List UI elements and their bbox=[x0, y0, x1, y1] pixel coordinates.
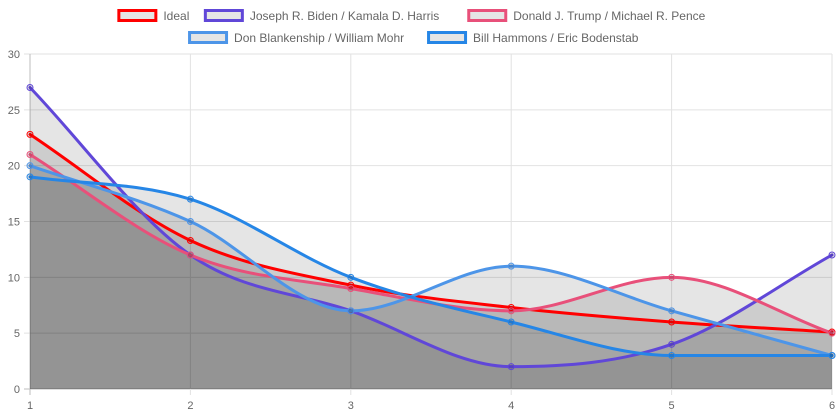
series-line bbox=[28, 132, 834, 334]
x-tick-label: 4 bbox=[508, 400, 514, 412]
legend-label: Don Blankenship / William Mohr bbox=[234, 31, 404, 45]
data-point[interactable] bbox=[828, 352, 836, 359]
legend-item[interactable]: Ideal bbox=[117, 9, 190, 23]
series-area bbox=[30, 134, 832, 389]
data-point[interactable] bbox=[507, 307, 515, 315]
series-area bbox=[30, 165, 832, 389]
y-tick-label: 30 bbox=[8, 49, 20, 61]
data-point[interactable] bbox=[186, 195, 194, 203]
data-point[interactable] bbox=[668, 273, 676, 281]
legend-swatch bbox=[203, 9, 244, 22]
data-point[interactable] bbox=[507, 262, 515, 270]
data-point[interactable] bbox=[507, 363, 515, 371]
x-tick-label: 5 bbox=[669, 400, 675, 412]
series-line bbox=[28, 86, 834, 369]
legend-label: Ideal bbox=[163, 9, 189, 23]
legend-item[interactable]: Joseph R. Biden / Kamala D. Harris bbox=[203, 9, 439, 23]
data-point[interactable] bbox=[26, 130, 34, 138]
x-tick-label: 1 bbox=[27, 400, 33, 412]
data-point[interactable] bbox=[668, 340, 676, 348]
x-tick-label: 6 bbox=[829, 400, 835, 412]
data-points bbox=[26, 84, 836, 371]
legend-label: Donald J. Trump / Michael R. Pence bbox=[513, 9, 705, 23]
data-point[interactable] bbox=[26, 173, 34, 181]
data-point[interactable] bbox=[26, 84, 34, 91]
data-point[interactable] bbox=[828, 329, 836, 337]
legend: Ideal Joseph R. Biden / Kamala D. Harris D… bbox=[117, 9, 706, 45]
data-point[interactable] bbox=[186, 218, 194, 225]
legend-swatch bbox=[467, 9, 508, 22]
data-point[interactable] bbox=[347, 273, 355, 281]
series-area bbox=[30, 87, 832, 389]
x-tick-label: 3 bbox=[348, 400, 354, 412]
data-point[interactable] bbox=[347, 285, 355, 292]
x-axis-ticks: 1 2 3 4 5 6 bbox=[27, 400, 835, 412]
y-tick-label: 20 bbox=[8, 161, 20, 173]
grid-lines bbox=[24, 53, 833, 395]
legend-item[interactable]: Bill Hammons / Eric Bodenstab bbox=[427, 31, 639, 45]
legend-swatch bbox=[188, 31, 229, 44]
legend-swatch bbox=[427, 31, 468, 44]
legend-swatch bbox=[117, 9, 158, 22]
x-tick-label: 2 bbox=[187, 400, 193, 412]
legend-item[interactable]: Donald J. Trump / Michael R. Pence bbox=[467, 9, 706, 23]
data-point[interactable] bbox=[507, 318, 515, 326]
data-point[interactable] bbox=[347, 307, 355, 315]
data-point[interactable] bbox=[668, 352, 676, 359]
legend-item[interactable]: Don Blankenship / William Mohr bbox=[188, 31, 405, 45]
data-point[interactable] bbox=[186, 251, 194, 259]
data-point[interactable] bbox=[668, 307, 676, 315]
series-line bbox=[28, 175, 834, 358]
legend-label: Bill Hammons / Eric Bodenstab bbox=[473, 31, 639, 45]
series-line bbox=[28, 164, 834, 357]
y-axis-ticks: 0 5 10 15 20 25 30 bbox=[8, 49, 20, 396]
data-point[interactable] bbox=[186, 236, 194, 244]
legend-label: Joseph R. Biden / Kamala D. Harris bbox=[250, 9, 439, 23]
y-tick-label: 10 bbox=[8, 272, 20, 284]
data-point[interactable] bbox=[668, 318, 676, 326]
data-point[interactable] bbox=[26, 151, 34, 158]
series-area bbox=[30, 154, 832, 389]
data-point[interactable] bbox=[26, 162, 34, 170]
data-point[interactable] bbox=[828, 251, 836, 259]
area-fills bbox=[30, 87, 832, 389]
y-tick-label: 0 bbox=[14, 384, 20, 396]
series-area bbox=[30, 176, 832, 389]
y-tick-label: 25 bbox=[8, 105, 20, 117]
series-lines bbox=[28, 86, 834, 369]
y-tick-label: 15 bbox=[8, 217, 20, 229]
y-tick-label: 5 bbox=[14, 328, 20, 340]
